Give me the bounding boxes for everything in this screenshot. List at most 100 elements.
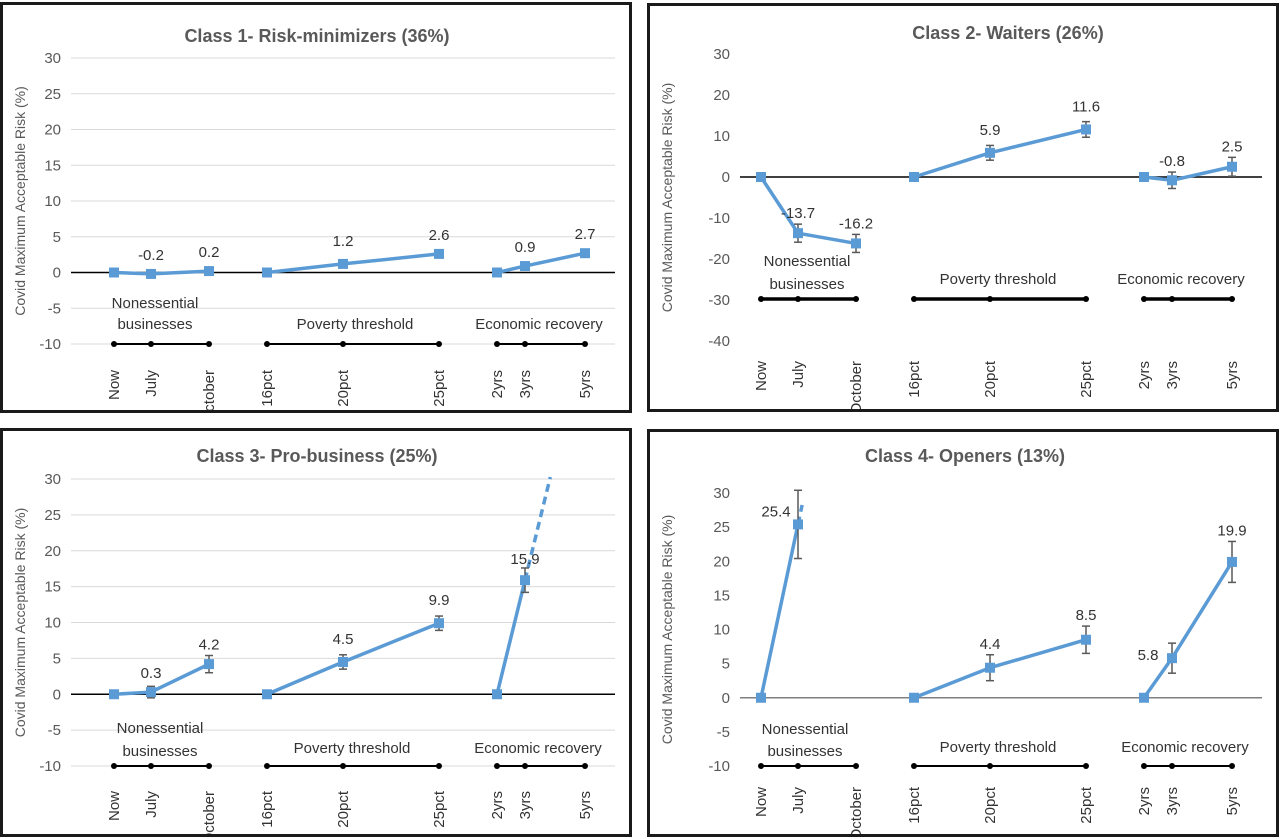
data-marker [985,662,995,673]
series-line [113,662,210,696]
y-tick-label: -5 [717,724,730,741]
x-category-label: 25pct [1078,360,1095,398]
x-category-label: 16pct [259,369,276,407]
timeline-dot [582,763,588,769]
timeline-dot [522,763,528,769]
series-line [113,269,210,276]
group-label: Economic recovery [475,316,603,333]
x-category-label: 25pct [1078,786,1095,824]
y-tick-label: 10 [713,128,730,145]
y-tick-label: 15 [713,587,730,604]
data-marker [1167,653,1177,664]
group-label: Nonessential [764,253,851,270]
chart-title: Class 1- Risk-minimizers (36%) [184,26,449,46]
y-tick-label: 15 [44,579,61,596]
x-category-label: 16pct [906,786,923,824]
data-marker [109,267,119,278]
chart-svg-class-4: Class 4- Openers (13%) Covid Maximum Acce… [659,446,1262,834]
data-marker [1081,124,1091,135]
x-category-label: 2yrs [489,791,506,819]
y-tick-label: 20 [713,87,730,104]
group-label: businesses [767,743,842,760]
y-tick-label: 25 [44,86,61,103]
y-tick-label: 20 [44,543,61,560]
y-tick-label: 5 [53,229,61,246]
data-label: -16.2 [839,215,873,232]
data-marker [1139,172,1149,182]
chart-title: Class 4- Openers (13%) [865,446,1065,466]
series-line [495,579,527,695]
timeline-dot [522,341,528,347]
group-label: Economic recovery [474,740,602,757]
y-axis-label: Covid Maximum Acceptable Risk (%) [12,508,28,738]
data-label: 0.3 [141,665,162,682]
data-marker [756,692,766,703]
timeline-dot [206,763,212,769]
data-label: 2.6 [429,227,450,244]
data-label: 1.2 [333,233,354,250]
chart-svg-class-3: Class 3- Pro-business (25%) Covid Maximum… [12,446,615,834]
y-tick-label: 20 [44,122,61,139]
x-category-label: July [143,370,160,397]
data-marker [492,267,502,278]
data-label: 15.9 [510,551,539,568]
timeline-dot [1141,296,1147,302]
data-label: 2.5 [1222,138,1243,155]
y-tick-label: -40 [708,333,730,350]
timeline-dot [494,341,500,347]
timeline-dot [987,296,993,302]
x-category-label: 3yrs [1164,361,1181,389]
timeline-dot [148,763,154,769]
data-marker [756,172,766,182]
x-category-label: 5yrs [1224,361,1241,389]
y-tick-label: -10 [708,210,730,227]
data-marker [1227,161,1237,172]
x-category-label: 5yrs [577,791,594,819]
timeline-dot [111,763,117,769]
x-category-label: October [201,370,218,410]
data-label: -13.7 [781,205,815,222]
data-label: 9.9 [429,592,450,609]
timeline-dot [987,763,993,769]
series-line [1143,165,1233,183]
timeline-dot [911,296,917,302]
y-axis-label: Covid Maximum Acceptable Risk (%) [12,86,28,316]
y-tick-label: 5 [722,656,730,673]
y-tick-label: 5 [53,650,61,667]
y-tick-label: -10 [39,758,61,775]
x-category-label: October [848,361,865,409]
timeline-dot [795,296,801,302]
offscale-line [523,476,553,581]
x-category-label: October [201,791,218,834]
y-tick-label: 10 [44,615,61,632]
data-marker [909,172,919,182]
x-category-label: 20pct [335,790,352,828]
x-category-label: 3yrs [517,370,534,398]
data-marker [1139,692,1149,703]
data-marker [204,659,214,670]
timeline-dot [148,341,154,347]
data-label: -0.2 [138,247,164,264]
timeline-dot [582,341,588,347]
data-marker [793,519,803,530]
timeline-dot [853,296,859,302]
y-tick-label: 30 [713,46,730,63]
x-category-label: 5yrs [1224,787,1241,815]
data-label: -0.8 [1159,153,1185,170]
timeline-dot [1169,763,1175,769]
group-label: Poverty threshold [940,271,1057,288]
data-marker [520,261,530,272]
data-marker [262,689,272,700]
series-line [496,251,586,275]
x-category-label: 25pct [431,790,448,828]
data-marker [262,267,272,278]
x-category-label: July [790,787,807,814]
group-label: Poverty threshold [297,316,414,333]
data-marker [492,689,502,700]
chart-title: Class 2- Waiters (26%) [912,23,1103,43]
data-label: 5.9 [980,122,1001,139]
group-label: businesses [122,743,197,760]
chart-svg-class-2: Class 2- Waiters (26%) Covid Maximum Acce… [659,23,1262,409]
series-line [266,252,440,275]
y-tick-label: 0 [53,265,61,282]
